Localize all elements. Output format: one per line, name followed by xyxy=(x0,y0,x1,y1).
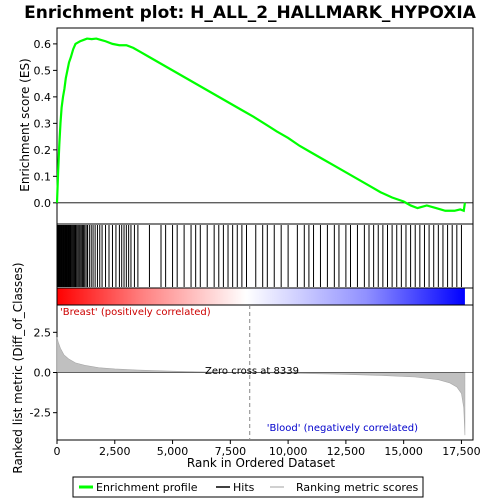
x-tick-label: 12,500 xyxy=(327,445,366,458)
x-tick-label: 5,000 xyxy=(157,445,189,458)
x-tick-label: 0 xyxy=(54,445,61,458)
zero-cross-label: Zero cross at 8339 xyxy=(205,366,299,377)
es-y-tick-label: 0.5 xyxy=(34,64,52,77)
chart-title: Enrichment plot: H_ALL_2_HALLMARK_HYPOXI… xyxy=(24,3,477,23)
legend: Enrichment profile Hits Ranking metric s… xyxy=(72,476,424,498)
legend-box xyxy=(72,476,424,498)
ranked-colour-bar xyxy=(57,288,465,305)
es-y-tick-label: 0.1 xyxy=(34,170,52,183)
metric-y-label: Ranked list metric (Diff_of_Classes) xyxy=(11,262,25,473)
enrichment-panel: 0.0 0.1 0.2 0.3 0.4 0.5 0.6 xyxy=(34,27,474,225)
metric-y-tick-label: 0.0 xyxy=(34,367,52,380)
x-tick-label: 15,000 xyxy=(384,445,423,458)
legend-label-metric: Ranking metric scores xyxy=(296,481,418,494)
negative-class-label: 'Blood' (negatively correlated) xyxy=(267,423,418,434)
x-tick-label: 2,500 xyxy=(99,445,131,458)
legend-label-enrichment: Enrichment profile xyxy=(96,481,198,494)
positive-class-label: 'Breast' (positively correlated) xyxy=(60,307,211,318)
es-y-tick-label: 0.6 xyxy=(34,38,52,51)
rank-x-axis: 0 2,500 5,000 7,500 10,000 12,500 15,000 17,500 xyxy=(54,440,481,458)
x-axis-label: Rank in Ordered Dataset xyxy=(187,456,335,470)
x-tick-label: 17,500 xyxy=(442,445,481,458)
es-y-tick-label: 0.4 xyxy=(34,91,52,104)
es-y-tick-label: 0.2 xyxy=(34,144,52,157)
es-y-tick-label: 0.3 xyxy=(34,117,52,130)
es-y-tick-label: 0.0 xyxy=(34,197,52,210)
enrichment-plot-frame xyxy=(56,27,474,225)
hits-panel xyxy=(56,223,474,306)
metric-y-tick-label: -2.5 xyxy=(30,407,51,420)
x-tick-label: 7,500 xyxy=(215,445,247,458)
metric-y-tick-label: 2.5 xyxy=(34,326,52,339)
x-tick-label: 10,000 xyxy=(269,445,308,458)
enrichment-y-label: Enrichment score (ES) xyxy=(18,58,32,191)
ranked-metric-panel: -2.5 0.0 2.5 xyxy=(30,304,474,441)
legend-label-hits: Hits xyxy=(233,481,255,494)
enrichment-profile-line xyxy=(55,37,466,213)
